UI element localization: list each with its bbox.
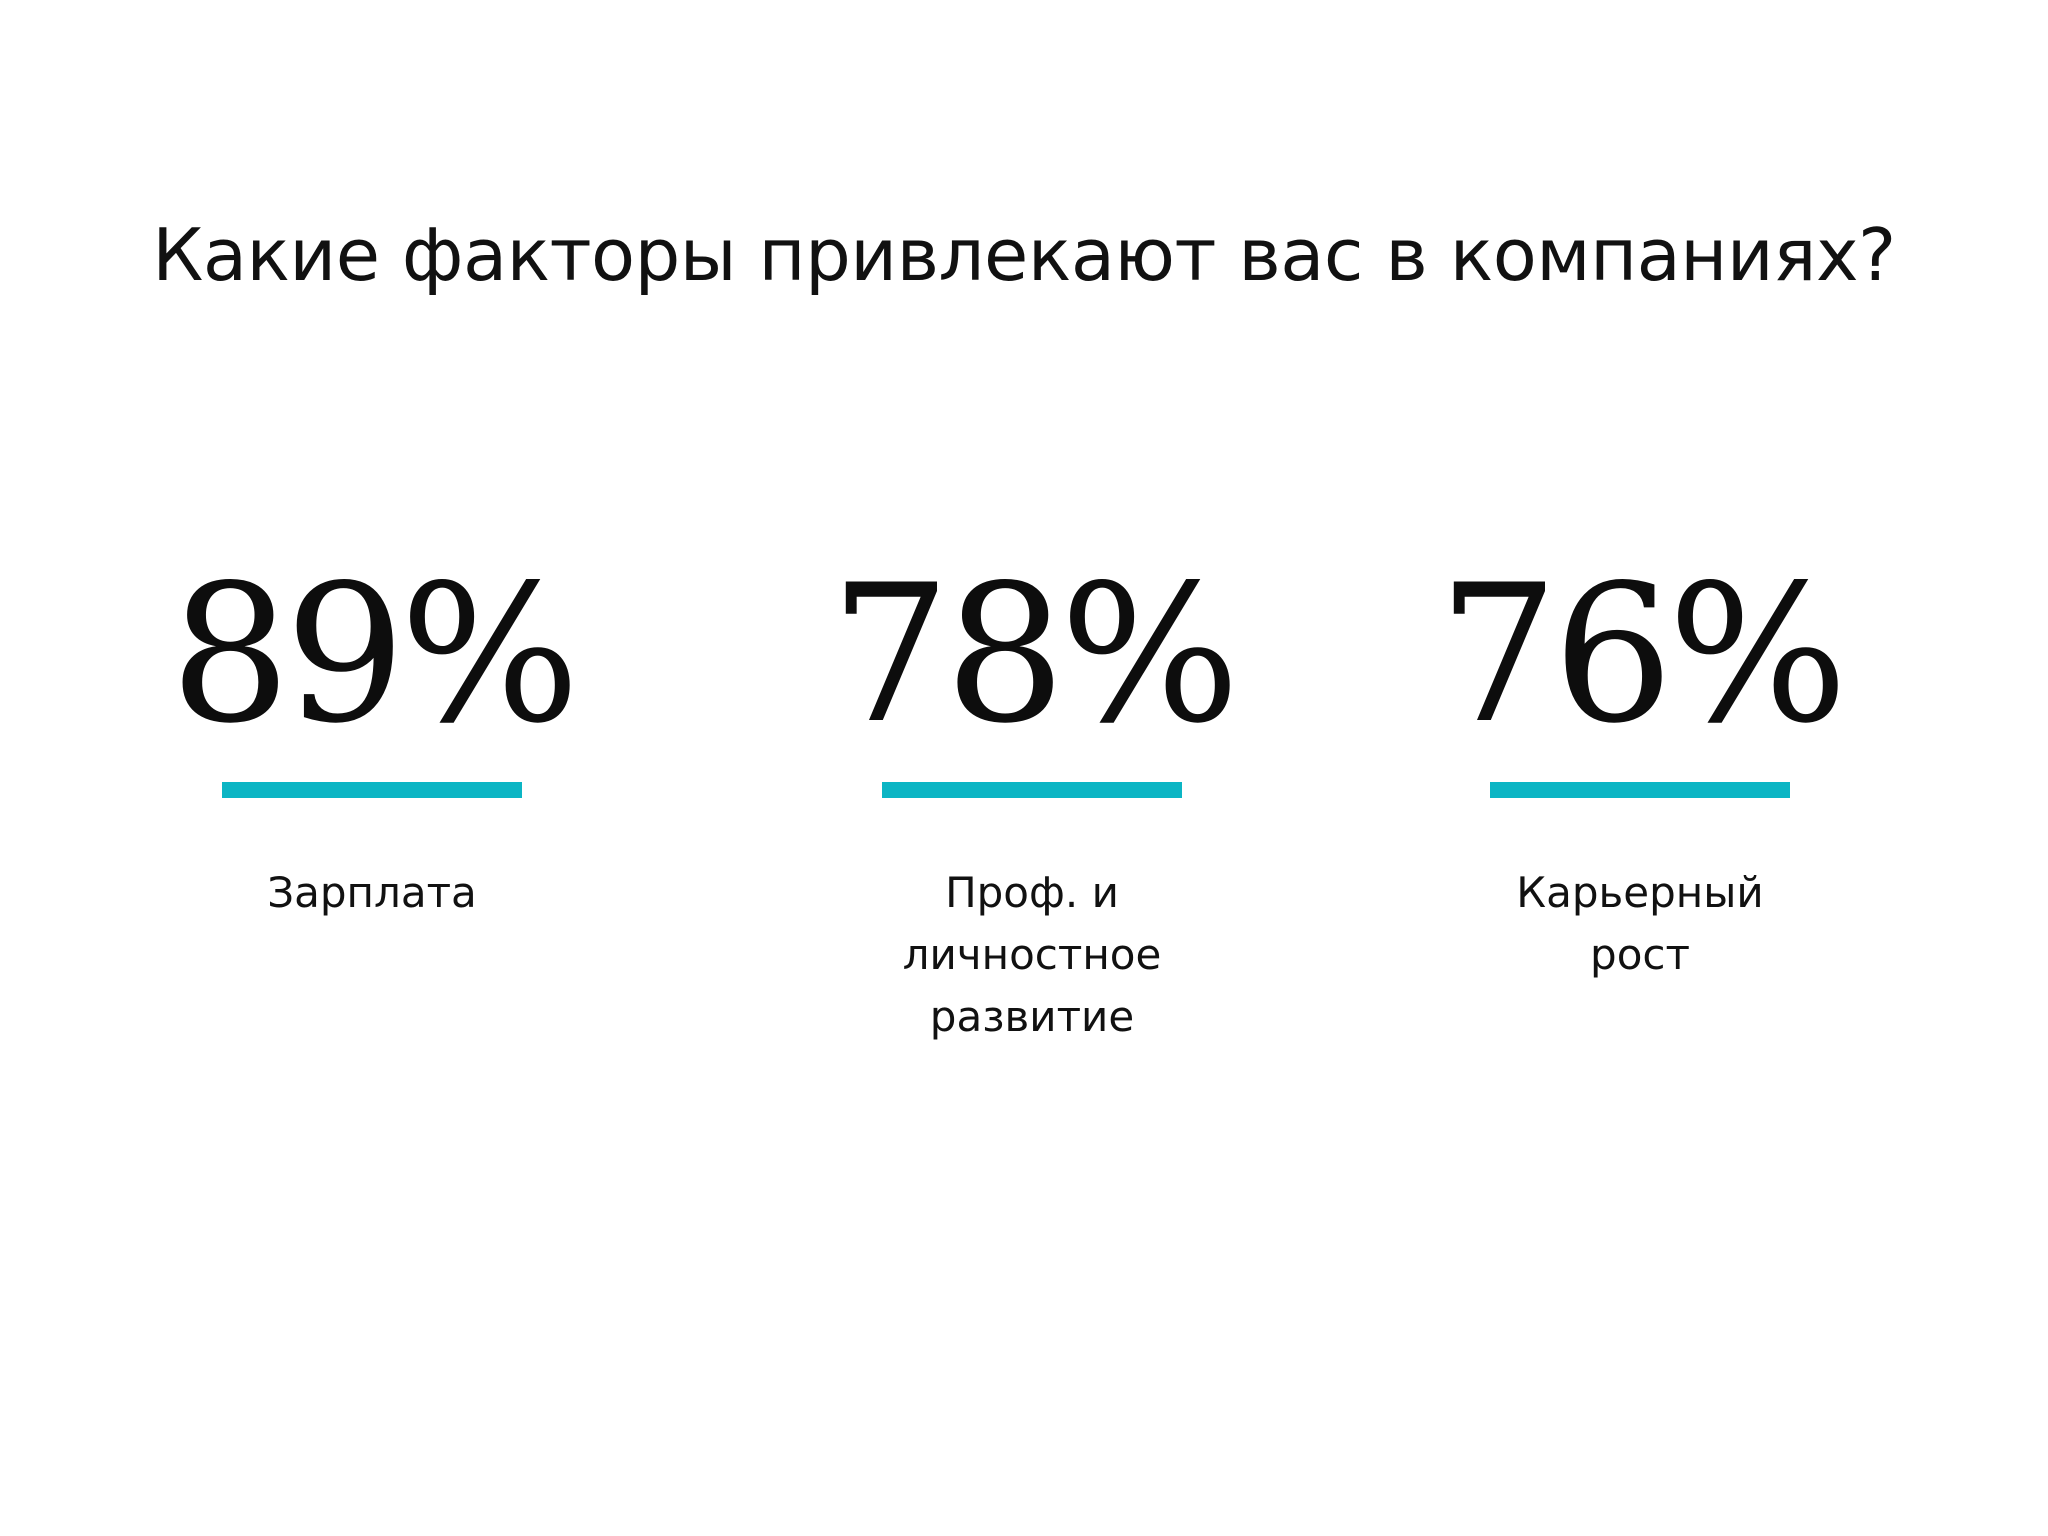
accent-underline [222,782,522,798]
stat-value: 78% [829,544,1240,765]
stat-development: 78% Проф. и личностное развитие [822,560,1242,1048]
stat-label: Зарплата [267,868,477,917]
accent-underline [1490,782,1790,798]
stat-value: 89% [169,544,580,765]
stat-salary: 89% Зарплата [162,560,582,924]
slide-title: Какие факторы привлекают вас в компаниях… [152,213,1896,297]
accent-underline [882,782,1182,798]
stat-label: Проф. и личностное развитие [902,868,1162,1041]
stat-label: Карьерный рост [1516,868,1764,979]
stat-value: 76% [1437,544,1848,765]
stat-career-growth: 76% Карьерный рост [1430,560,1850,986]
